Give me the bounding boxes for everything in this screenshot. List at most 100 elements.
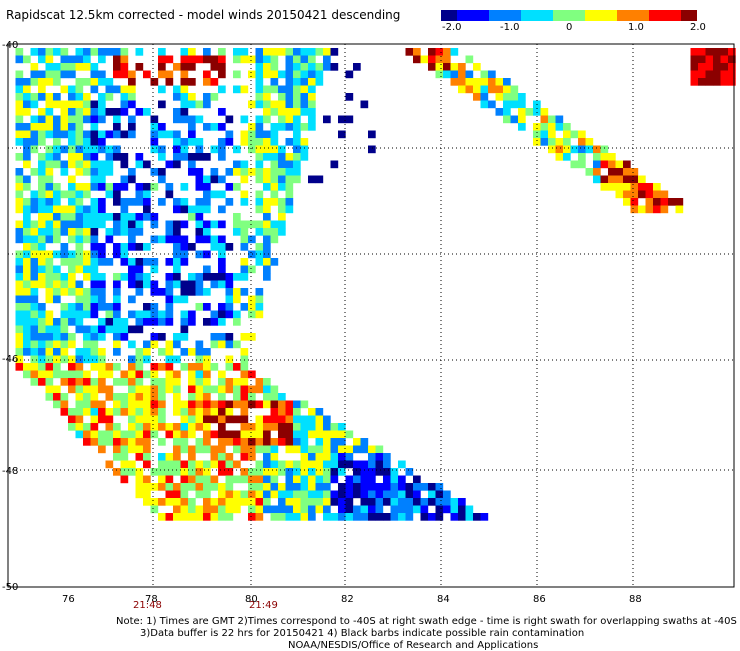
colorbar-swatch xyxy=(585,10,593,21)
wind-cell xyxy=(533,108,541,116)
wind-cell xyxy=(188,385,196,394)
wind-cell xyxy=(135,160,144,169)
wind-cell xyxy=(135,220,144,229)
wind-cell xyxy=(233,160,241,169)
wind-cell xyxy=(98,408,106,416)
wind-cell xyxy=(173,333,181,341)
wind-cell xyxy=(180,325,189,334)
wind-cell xyxy=(105,460,114,469)
wind-cell xyxy=(90,423,99,431)
wind-cell xyxy=(630,168,639,176)
wind-cell xyxy=(135,363,144,371)
wind-cell xyxy=(113,423,121,431)
wind-cell xyxy=(105,145,114,154)
wind-cell xyxy=(548,138,556,146)
lon-tick-76: 76 xyxy=(62,594,75,605)
wind-cell xyxy=(248,303,256,311)
wind-cell xyxy=(180,430,189,439)
wind-cell xyxy=(53,123,61,131)
wind-cell xyxy=(503,108,511,116)
wind-cell xyxy=(120,63,129,71)
wind-cell xyxy=(255,48,264,56)
wind-cell xyxy=(225,363,234,371)
wind-cell xyxy=(218,48,226,56)
wind-cell xyxy=(330,48,339,56)
wind-cell xyxy=(128,310,136,319)
wind-cell xyxy=(203,355,211,364)
wind-cell xyxy=(173,265,181,274)
wind-cell xyxy=(128,280,136,289)
wind-cell xyxy=(45,198,54,206)
wind-cell xyxy=(668,198,676,206)
wind-cell xyxy=(128,468,136,476)
wind-cell xyxy=(15,220,24,229)
wind-cell xyxy=(240,415,249,424)
wind-cell xyxy=(45,175,54,184)
wind-cell xyxy=(203,505,211,514)
wind-cell xyxy=(225,408,234,416)
wind-cell xyxy=(533,138,541,146)
wind-cell xyxy=(285,468,294,476)
wind-cell xyxy=(30,250,39,259)
wind-cell xyxy=(555,123,564,131)
wind-cell xyxy=(248,430,256,439)
wind-cell xyxy=(45,258,54,266)
wind-cell xyxy=(83,288,91,296)
wind-cell xyxy=(203,468,211,476)
wind-cell xyxy=(293,63,301,71)
wind-cell xyxy=(15,265,24,274)
wind-cell xyxy=(233,288,241,296)
wind-cell xyxy=(15,175,24,184)
wind-cell xyxy=(143,303,151,311)
wind-cell xyxy=(135,378,144,386)
wind-cell xyxy=(60,228,69,236)
wind-cell xyxy=(203,430,211,439)
wind-cell xyxy=(68,108,76,116)
wind-cell xyxy=(68,250,76,259)
wind-cell xyxy=(45,295,54,304)
wind-cell xyxy=(105,438,114,446)
wind-cell xyxy=(195,400,204,409)
wind-cell xyxy=(263,108,271,116)
wind-cell xyxy=(398,475,406,484)
wind-cell xyxy=(128,213,136,221)
wind-cell xyxy=(218,423,226,431)
wind-cell xyxy=(105,190,114,199)
wind-cell xyxy=(210,243,219,251)
wind-cell xyxy=(188,48,196,56)
wind-cell xyxy=(360,460,369,469)
wind-cell xyxy=(90,63,99,71)
wind-cell xyxy=(450,48,459,56)
wind-cell xyxy=(323,48,331,56)
wind-cell xyxy=(188,483,196,491)
wind-cell xyxy=(368,460,376,469)
wind-cell xyxy=(488,85,496,94)
wind-cell xyxy=(203,400,211,409)
wind-cell xyxy=(158,460,166,469)
wind-cell xyxy=(315,175,324,184)
wind-cell xyxy=(585,145,594,154)
wind-cell xyxy=(653,190,661,199)
wind-cell xyxy=(225,340,234,349)
wind-cell xyxy=(218,505,226,514)
wind-cell xyxy=(293,430,301,439)
wind-cell xyxy=(15,295,24,304)
wind-cell xyxy=(120,318,129,326)
wind-cell xyxy=(135,408,144,416)
wind-cell xyxy=(128,363,136,371)
wind-cell xyxy=(83,438,91,446)
wind-cell xyxy=(413,483,421,491)
wind-cell xyxy=(480,93,489,101)
wind-cell xyxy=(60,370,69,379)
wind-cell xyxy=(263,385,271,394)
wind-cell xyxy=(203,438,211,446)
wind-cell xyxy=(308,445,316,454)
wind-cell xyxy=(90,85,99,94)
wind-cell xyxy=(330,160,339,169)
wind-cell xyxy=(180,333,189,341)
wind-cell xyxy=(128,130,136,139)
wind-cell xyxy=(360,483,369,491)
lon-tick-88: 88 xyxy=(629,594,642,605)
wind-cell xyxy=(233,393,241,401)
wind-cell xyxy=(45,145,54,154)
